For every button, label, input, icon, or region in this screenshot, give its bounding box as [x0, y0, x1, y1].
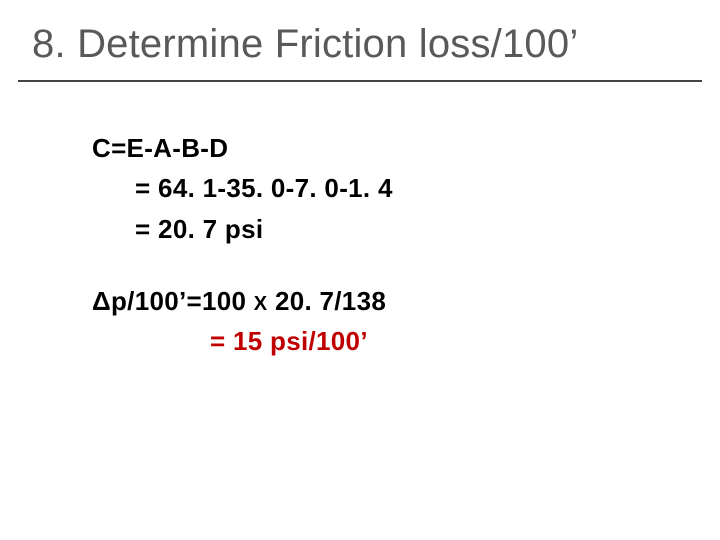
- slide-title: 8. Determine Friction loss/100’: [32, 22, 578, 67]
- equation-c-definition: C=E-A-B-D: [92, 128, 393, 168]
- slide-body: C=E-A-B-D = 64. 1-35. 0-7. 0-1. 4 = 20. …: [92, 128, 393, 361]
- dp-prefix: Δp/100’=100: [92, 286, 254, 316]
- equation-dp-calc: Δp/100’=100 X 20. 7/138: [92, 281, 393, 321]
- spacer: [92, 249, 393, 281]
- equation-c-result: = 20. 7 psi: [92, 209, 393, 249]
- multiply-x: X: [254, 293, 268, 315]
- dp-suffix: 20. 7/138: [267, 286, 386, 316]
- slide: 8. Determine Friction loss/100’ C=E-A-B-…: [0, 0, 720, 540]
- title-underline: [18, 80, 702, 82]
- equation-dp-result: = 15 psi/100’: [92, 321, 393, 361]
- equation-c-substitution: = 64. 1-35. 0-7. 0-1. 4: [92, 168, 393, 208]
